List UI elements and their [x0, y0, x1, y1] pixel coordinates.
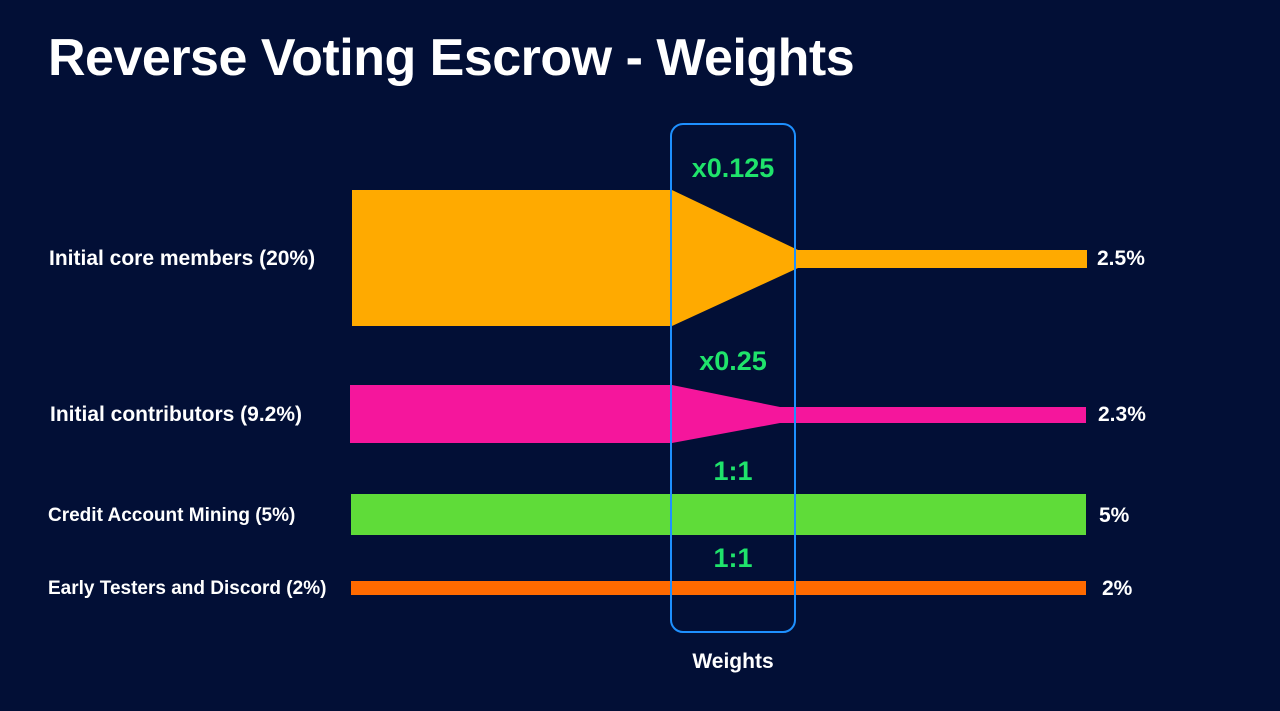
weight-contributors: x0.25: [699, 346, 767, 376]
page-title: Reverse Voting Escrow - Weights: [48, 29, 855, 87]
weight-early-testers: 1:1: [713, 543, 753, 573]
weight-core-members: x0.125: [691, 153, 775, 183]
row-label-early-testers: Early Testers and Discord (2%): [48, 578, 327, 599]
result-credit-mining: 5%: [1099, 504, 1130, 527]
credit-mining-bar: [351, 494, 1086, 535]
row-label-core-members: Initial core members (20%): [49, 247, 316, 270]
contributors-flow: [350, 385, 1086, 443]
core-members-flow: [352, 190, 1087, 326]
result-contributors: 2.3%: [1098, 403, 1146, 426]
result-core-members: 2.5%: [1097, 247, 1145, 270]
result-early-testers: 2%: [1102, 577, 1133, 600]
early-testers-bar: [351, 581, 1086, 595]
weights-frame: [670, 123, 796, 633]
weights-caption: Weights: [692, 650, 774, 673]
row-label-credit-mining: Credit Account Mining (5%): [48, 505, 296, 526]
row-label-contributors: Initial contributors (9.2%): [50, 403, 303, 426]
weight-credit-mining: 1:1: [713, 456, 753, 486]
